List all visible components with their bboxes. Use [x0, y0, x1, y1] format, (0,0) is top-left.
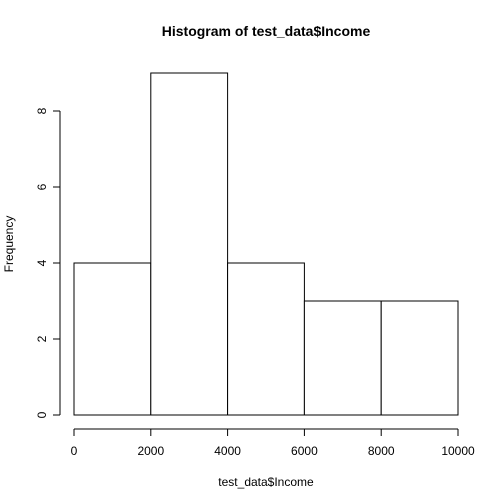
histogram-bar-3	[303, 300, 382, 416]
histogram-bar-1	[150, 72, 229, 416]
y-tick-label-8: 8	[35, 107, 49, 114]
y-axis: 0 2 4 6 8	[35, 107, 61, 418]
y-tick-label-6: 6	[35, 183, 49, 190]
y-tick-label-2: 2	[35, 335, 49, 342]
histogram-bar-4	[380, 300, 459, 416]
histogram-bar-2	[227, 262, 305, 416]
x-tick-label-8000: 8000	[368, 444, 395, 458]
x-tick-label-10000: 10000	[441, 444, 475, 458]
bars-group	[73, 72, 459, 416]
x-tick-label-4000: 4000	[214, 444, 241, 458]
histogram-bar-0	[73, 262, 152, 416]
x-tick-label-6000: 6000	[291, 444, 318, 458]
y-tick-label-0: 0	[35, 411, 49, 418]
y-tick-label-4: 4	[35, 259, 49, 266]
x-axis: 0 2000 4000 6000 8000 10000	[71, 428, 475, 458]
x-tick-label-0: 0	[71, 444, 78, 458]
x-tick-label-2000: 2000	[137, 444, 164, 458]
x-axis-label: test_data$Income	[218, 475, 314, 489]
chart-title: Histogram of test_data$Income	[162, 23, 371, 39]
y-axis-label: Frequency	[2, 216, 16, 273]
